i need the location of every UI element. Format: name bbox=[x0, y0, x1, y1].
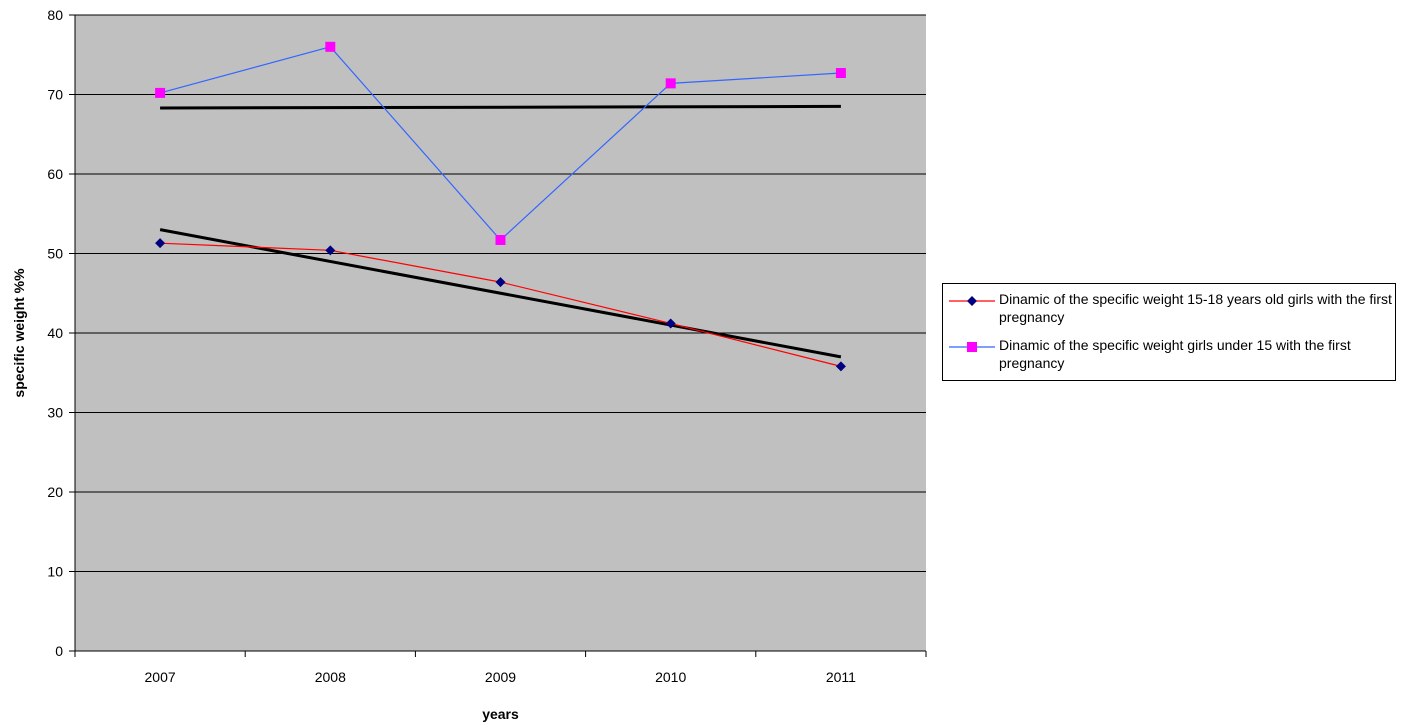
x-tick-labels: 2007 2008 2009 2010 2011 bbox=[145, 669, 857, 685]
x-axis-title: years bbox=[482, 706, 519, 722]
x-tick-label: 2007 bbox=[145, 669, 176, 685]
y-tick-label: 80 bbox=[47, 7, 63, 23]
data-point-square bbox=[836, 68, 846, 78]
legend-item-under-15: Dinamic of the specific weight girls und… bbox=[949, 336, 1389, 376]
x-tick-label: 2010 bbox=[655, 669, 686, 685]
y-tick-label: 50 bbox=[47, 246, 63, 262]
legend-label-15-18: Dinamic of the specific weight 15-18 yea… bbox=[999, 290, 1399, 326]
y-tick-label: 70 bbox=[47, 87, 63, 103]
data-point-square bbox=[666, 78, 676, 88]
y-tick-label: 0 bbox=[55, 643, 63, 659]
y-tick-label: 30 bbox=[47, 405, 63, 421]
legend-swatch-15-18 bbox=[949, 294, 995, 308]
legend-label-under-15: Dinamic of the specific weight girls und… bbox=[999, 336, 1399, 372]
data-point-square bbox=[325, 42, 335, 52]
data-point-square bbox=[155, 88, 165, 98]
x-tick-label: 2011 bbox=[826, 669, 856, 685]
y-tick-label: 20 bbox=[47, 484, 63, 500]
legend-item-15-18: Dinamic of the specific weight 15-18 yea… bbox=[949, 290, 1389, 330]
legend-swatch-under-15 bbox=[949, 340, 995, 354]
y-tick-label: 40 bbox=[47, 325, 63, 341]
x-tick-label: 2008 bbox=[315, 669, 346, 685]
y-axis-title: specific weight %% bbox=[11, 268, 27, 398]
y-tick-label: 10 bbox=[47, 564, 63, 580]
x-tick-label: 2009 bbox=[485, 669, 516, 685]
data-point-square bbox=[496, 235, 506, 245]
y-tick-labels: 0 10 20 30 40 50 60 70 80 bbox=[47, 7, 63, 659]
trendline-series-1 bbox=[160, 106, 841, 108]
y-tick-label: 60 bbox=[47, 166, 63, 182]
legend: Dinamic of the specific weight 15-18 yea… bbox=[942, 283, 1396, 381]
